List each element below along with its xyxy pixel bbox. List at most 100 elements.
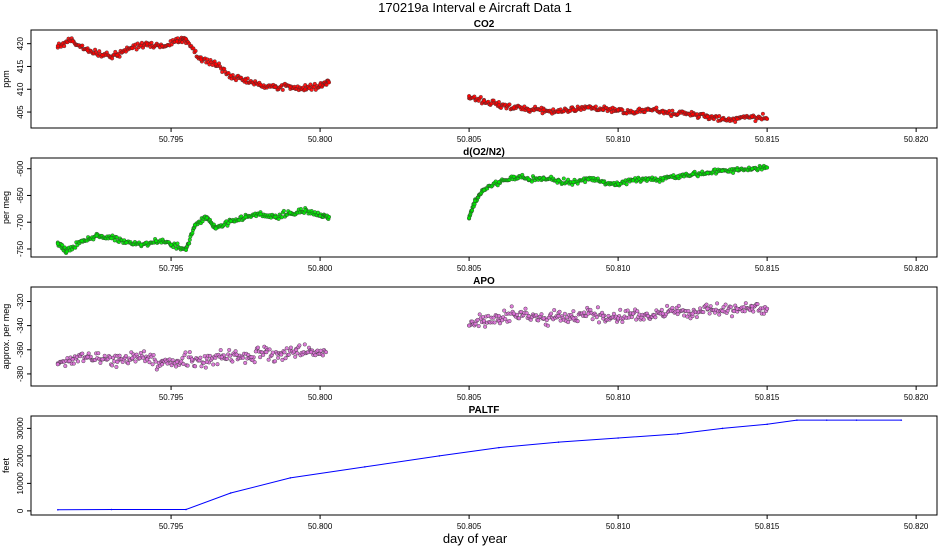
- data-point: [641, 317, 646, 322]
- series-line: [57, 419, 902, 511]
- x-tick-label: 50.795: [159, 264, 184, 273]
- data-point: [511, 105, 516, 110]
- data-point: [594, 315, 599, 320]
- data-point: [597, 320, 602, 325]
- x-tick-label: 50.820: [904, 135, 929, 144]
- data-point: [55, 241, 60, 246]
- panel-d-o2-n2-: d(O2/N2) per meg 50.795 50.800 50.805 50.810 5…: [1, 147, 938, 273]
- data-point: [145, 357, 150, 362]
- data-point: [556, 178, 561, 183]
- data-point: [526, 177, 531, 182]
- data-point: [507, 102, 512, 107]
- data-point: [705, 306, 710, 311]
- y-tick-label: 415: [16, 59, 25, 73]
- data-point: [645, 107, 650, 112]
- data-point: [175, 241, 180, 246]
- x-tick-label: 50.800: [308, 393, 333, 402]
- data-point: [566, 320, 571, 325]
- panel-title: PALTF: [469, 405, 500, 416]
- data-point: [562, 311, 567, 316]
- data-point: [438, 455, 441, 457]
- data-point: [218, 348, 223, 353]
- data-point: [109, 236, 114, 241]
- data-point: [705, 170, 710, 175]
- data-point: [233, 78, 238, 83]
- data-point: [85, 355, 90, 360]
- x-tick-label: 50.805: [457, 393, 482, 402]
- data-point: [765, 165, 770, 170]
- data-point: [80, 43, 85, 48]
- data-point: [110, 363, 115, 368]
- data-point: [98, 360, 103, 365]
- data-point: [71, 361, 76, 366]
- x-tick-label: 50.805: [457, 522, 482, 531]
- data-point: [675, 309, 680, 314]
- data-point: [174, 39, 179, 44]
- data-point: [665, 303, 670, 308]
- data-point: [571, 309, 576, 314]
- data-point: [708, 304, 713, 309]
- x-tick-label: 50.820: [904, 264, 929, 273]
- data-point: [264, 350, 269, 355]
- data-point: [174, 359, 179, 364]
- data-point: [631, 311, 636, 316]
- y-tick-label: 410: [16, 82, 25, 96]
- data-point: [467, 94, 472, 99]
- panel-title: APO: [473, 276, 495, 287]
- data-point: [228, 219, 233, 224]
- plot-frame: [30, 286, 938, 387]
- data-point: [258, 212, 263, 217]
- data-point: [267, 347, 272, 352]
- data-point: [320, 353, 325, 358]
- data-point: [261, 352, 266, 357]
- x-tick-label: 50.810: [606, 135, 631, 144]
- data-point: [735, 306, 740, 311]
- data-point: [294, 347, 299, 352]
- data-point: [601, 180, 606, 185]
- data-point: [760, 111, 765, 116]
- data-point: [735, 116, 740, 121]
- data-point: [483, 324, 488, 329]
- data-point: [524, 311, 529, 316]
- data-point: [676, 433, 679, 435]
- data-point: [204, 359, 209, 364]
- data-point: [112, 359, 117, 364]
- data-point: [616, 316, 621, 321]
- data-point: [707, 311, 712, 316]
- data-point: [765, 306, 770, 311]
- data-point: [523, 306, 528, 311]
- data-point: [701, 310, 706, 315]
- data-point: [141, 349, 146, 354]
- data-point: [187, 241, 192, 246]
- data-point: [556, 109, 561, 114]
- data-point: [283, 356, 288, 361]
- data-point: [243, 214, 248, 219]
- data-point: [327, 80, 332, 85]
- data-point: [169, 242, 174, 247]
- data-point: [511, 174, 516, 179]
- panel-apo: APO approx. per meg 50.795 50.800 50.805 50.8…: [1, 276, 938, 402]
- data-point: [717, 114, 722, 119]
- data-point: [183, 350, 188, 355]
- data-point: [720, 116, 725, 121]
- data-point: [755, 302, 760, 307]
- data-point: [536, 318, 541, 323]
- data-layer: [55, 35, 770, 124]
- data-point: [189, 357, 194, 362]
- data-point: [180, 356, 185, 361]
- data-point: [549, 311, 554, 316]
- data-point: [115, 53, 120, 58]
- data-point: [534, 313, 539, 318]
- data-point: [482, 98, 487, 103]
- y-tick-label: 20000: [16, 444, 25, 467]
- data-point: [511, 311, 516, 316]
- data-layer: [55, 163, 770, 255]
- data-point: [302, 342, 307, 347]
- x-tick-label: 50.815: [755, 393, 780, 402]
- data-point: [601, 314, 606, 319]
- data-point: [496, 314, 501, 319]
- data-point: [582, 310, 587, 315]
- data-point: [124, 240, 129, 245]
- data-point: [199, 364, 204, 369]
- data-point: [498, 446, 500, 449]
